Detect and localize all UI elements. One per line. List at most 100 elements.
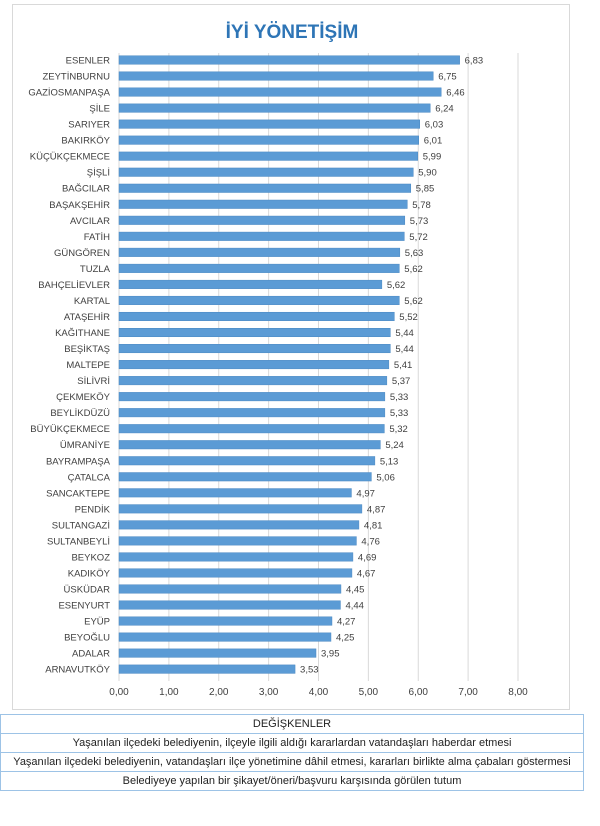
category-label: TUZLA xyxy=(80,264,111,275)
category-label: KÜÇÜKÇEKMECE xyxy=(30,152,110,163)
bar xyxy=(118,279,383,289)
bar xyxy=(118,440,381,450)
bar xyxy=(118,520,360,530)
bar xyxy=(118,392,386,402)
bar xyxy=(118,151,419,161)
bar xyxy=(118,311,395,321)
category-label: ZEYTİNBURNU xyxy=(42,72,110,83)
category-label: BÜYÜKÇEKMECE xyxy=(30,424,110,435)
bar xyxy=(118,488,352,498)
value-label: 5,41 xyxy=(394,360,413,371)
value-label: 4,27 xyxy=(337,617,356,628)
bar xyxy=(118,103,431,113)
category-label: BAŞAKŞEHİR xyxy=(49,200,110,211)
variable-text: Belediyeye yapılan bir şikayet/öneri/baş… xyxy=(0,771,584,791)
category-label: BEYKOZ xyxy=(71,552,110,563)
category-label: BEYOĞLU xyxy=(64,633,110,644)
value-label: 5,62 xyxy=(404,264,423,275)
category-label: ADALAR xyxy=(72,649,110,660)
bar xyxy=(118,504,363,514)
bar xyxy=(118,408,386,418)
value-label: 4,67 xyxy=(357,568,376,579)
value-label: 6,24 xyxy=(435,104,454,115)
value-label: 5,44 xyxy=(395,328,414,339)
value-label: 5,33 xyxy=(390,392,409,403)
bar xyxy=(118,584,342,594)
x-tick-label: 2,00 xyxy=(209,687,229,698)
category-label: SANCAKTEPE xyxy=(46,488,110,499)
x-tick-label: 7,00 xyxy=(458,687,478,698)
bar xyxy=(118,55,460,65)
value-label: 3,95 xyxy=(321,649,340,660)
value-label: 4,44 xyxy=(345,601,364,612)
x-tick-label: 4,00 xyxy=(309,687,329,698)
bar xyxy=(118,632,332,642)
value-labels: 6,83 6,75 6,46 6,24 6,03 6,01 5,99 5,90 5,85 5,78… xyxy=(300,56,483,676)
value-label: 6,03 xyxy=(425,120,444,131)
x-tick-labels: 0,00 1,00 2,00 3,00 4,00 5,00 6,00 7,00 8,00 xyxy=(109,687,528,698)
bar xyxy=(118,344,391,354)
category-label: GAZİOSMANPAŞA xyxy=(28,88,110,99)
value-label: 4,69 xyxy=(358,552,377,563)
category-label: ARNAVUTKÖY xyxy=(45,665,110,676)
value-label: 4,97 xyxy=(356,488,375,499)
value-label: 5,06 xyxy=(376,472,395,483)
bar xyxy=(118,456,376,466)
category-label: SULTANBEYLİ xyxy=(47,536,110,547)
category-label: BEYLİKDÜZÜ xyxy=(50,408,110,419)
bar xyxy=(118,376,388,386)
value-label: 6,46 xyxy=(446,88,465,99)
value-label: 4,87 xyxy=(367,504,386,515)
variable-text: Yaşanılan ilçedeki belediyenin, ilçeyle … xyxy=(0,733,584,753)
bar xyxy=(118,247,401,257)
bar xyxy=(118,183,412,193)
bar xyxy=(118,71,434,81)
x-tick-label: 3,00 xyxy=(259,687,279,698)
value-label: 5,99 xyxy=(423,152,442,163)
category-label: BAĞCILAR xyxy=(62,184,110,195)
bar xyxy=(118,616,333,626)
value-label: 3,53 xyxy=(300,665,319,676)
variables-table: DEĞİŞKENLER Yaşanılan ilçedeki belediyen… xyxy=(0,714,584,791)
value-label: 4,76 xyxy=(361,536,380,547)
value-label: 5,73 xyxy=(410,216,429,227)
bar-chart: İYİ YÖNETİŞİM ESENLER ZEYTİNBURNU GAZİOSMA… xyxy=(28,22,528,698)
value-label: 5,37 xyxy=(392,376,411,387)
bar xyxy=(118,424,385,434)
bar xyxy=(118,295,400,305)
value-label: 5,32 xyxy=(389,424,408,435)
category-label: BAKIRKÖY xyxy=(61,136,110,147)
category-label: GÜNGÖREN xyxy=(54,248,110,259)
category-label: BAYRAMPAŞA xyxy=(46,456,111,467)
variables-header: DEĞİŞKENLER xyxy=(0,714,584,734)
category-label: BAHÇELİEVLER xyxy=(38,280,110,291)
bar xyxy=(118,664,296,674)
category-label: ÇEKMEKÖY xyxy=(56,392,111,403)
value-label: 5,44 xyxy=(395,344,414,355)
bar xyxy=(118,472,372,482)
value-label: 6,75 xyxy=(438,72,457,83)
variable-row: Yaşanılan ilçedeki belediyenin, ilçeyle … xyxy=(0,733,584,753)
value-label: 5,85 xyxy=(416,184,435,195)
category-label: FATİH xyxy=(84,232,110,243)
category-label: MALTEPE xyxy=(66,360,110,371)
bar xyxy=(118,568,353,578)
value-label: 5,62 xyxy=(387,280,406,291)
category-label: AVCILAR xyxy=(70,216,110,227)
value-label: 5,62 xyxy=(404,296,423,307)
value-label: 5,78 xyxy=(412,200,431,211)
bar xyxy=(118,263,400,273)
value-label: 4,81 xyxy=(364,520,383,531)
category-label: PENDİK xyxy=(75,504,111,515)
value-label: 5,13 xyxy=(380,456,399,467)
value-label: 6,01 xyxy=(424,136,443,147)
bar xyxy=(118,199,408,209)
bar xyxy=(118,167,414,177)
value-label: 5,52 xyxy=(399,312,418,323)
category-label: ÇATALCA xyxy=(68,472,111,483)
variable-row: Yaşanılan ilçedeki belediyenin, vatandaş… xyxy=(0,752,584,772)
bar xyxy=(118,360,390,370)
x-tick-label: 5,00 xyxy=(359,687,379,698)
bar xyxy=(118,600,341,610)
bar xyxy=(118,328,391,338)
